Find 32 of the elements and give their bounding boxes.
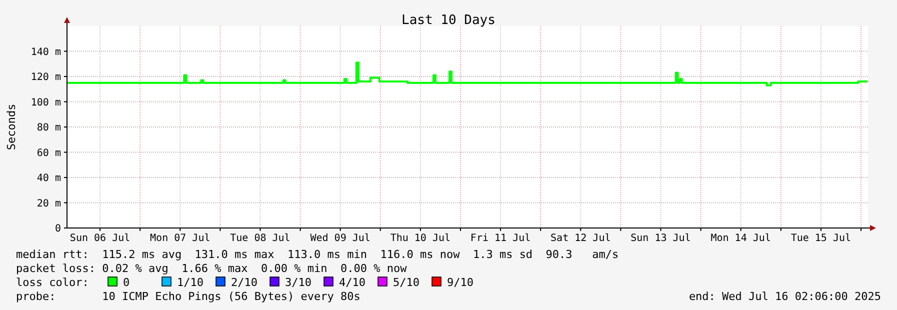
y-tick-label: 20 m bbox=[36, 198, 61, 210]
text: end: Wed Jul 16 02:06:00 2025 bbox=[688, 290, 881, 303]
y-axis-title: Seconds bbox=[5, 104, 18, 150]
x-tick-label: Tue 15 Jul bbox=[790, 233, 852, 244]
legend-label: 1/10 bbox=[177, 276, 204, 289]
legend-title: loss color: bbox=[16, 276, 89, 289]
y-tick-label: 80 m bbox=[36, 122, 61, 134]
x-tick-label: Fri 11 Jul bbox=[470, 233, 531, 244]
y-tick-label: 100 m bbox=[30, 97, 61, 108]
x-tick-label: Sun 06 Jul bbox=[70, 233, 130, 244]
legend-label: 9/10 bbox=[447, 276, 474, 289]
y-tick-label: 0 bbox=[54, 224, 61, 234]
legend-label: 3/10 bbox=[285, 276, 312, 289]
legend-label: 5/10 bbox=[393, 276, 420, 289]
y-tick-label: 120 m bbox=[30, 72, 61, 83]
legend-label: 2/10 bbox=[231, 276, 258, 289]
x-tick-label: Sat 12 Jul bbox=[550, 233, 611, 244]
x-tick-label: Tue 08 Jul bbox=[230, 233, 290, 244]
text: packet loss: 0.02 % avg 1.66 % max 0.00 % min 0.00 % now bbox=[16, 262, 408, 275]
x-tick-label: Mon 07 Jul bbox=[150, 233, 210, 244]
chart-title: Last 10 Days bbox=[402, 13, 496, 28]
x-tick-label: Sun 13 Jul bbox=[630, 233, 691, 244]
y-tick-label: 60 m bbox=[36, 148, 61, 159]
legend-label: 0 bbox=[123, 276, 130, 289]
y-tick-label: 140 m bbox=[30, 46, 61, 58]
legend-label: 4/10 bbox=[339, 276, 366, 289]
text: median rtt: 115.2 ms avg 131.0 ms max 113.0 ms min 116.0 ms now 1.3 ms sd 90.3 am/s bbox=[16, 248, 619, 261]
x-tick-label: Thu 10 Jul bbox=[390, 233, 451, 244]
y-tick-label: 40 m bbox=[36, 173, 61, 184]
text: probe: 10 ICMP Echo Pings (56 Bytes) every 80s bbox=[16, 290, 360, 303]
x-tick-label: Mon 14 Jul bbox=[710, 233, 771, 244]
x-tick-label: Wed 09 Jul bbox=[310, 233, 370, 244]
